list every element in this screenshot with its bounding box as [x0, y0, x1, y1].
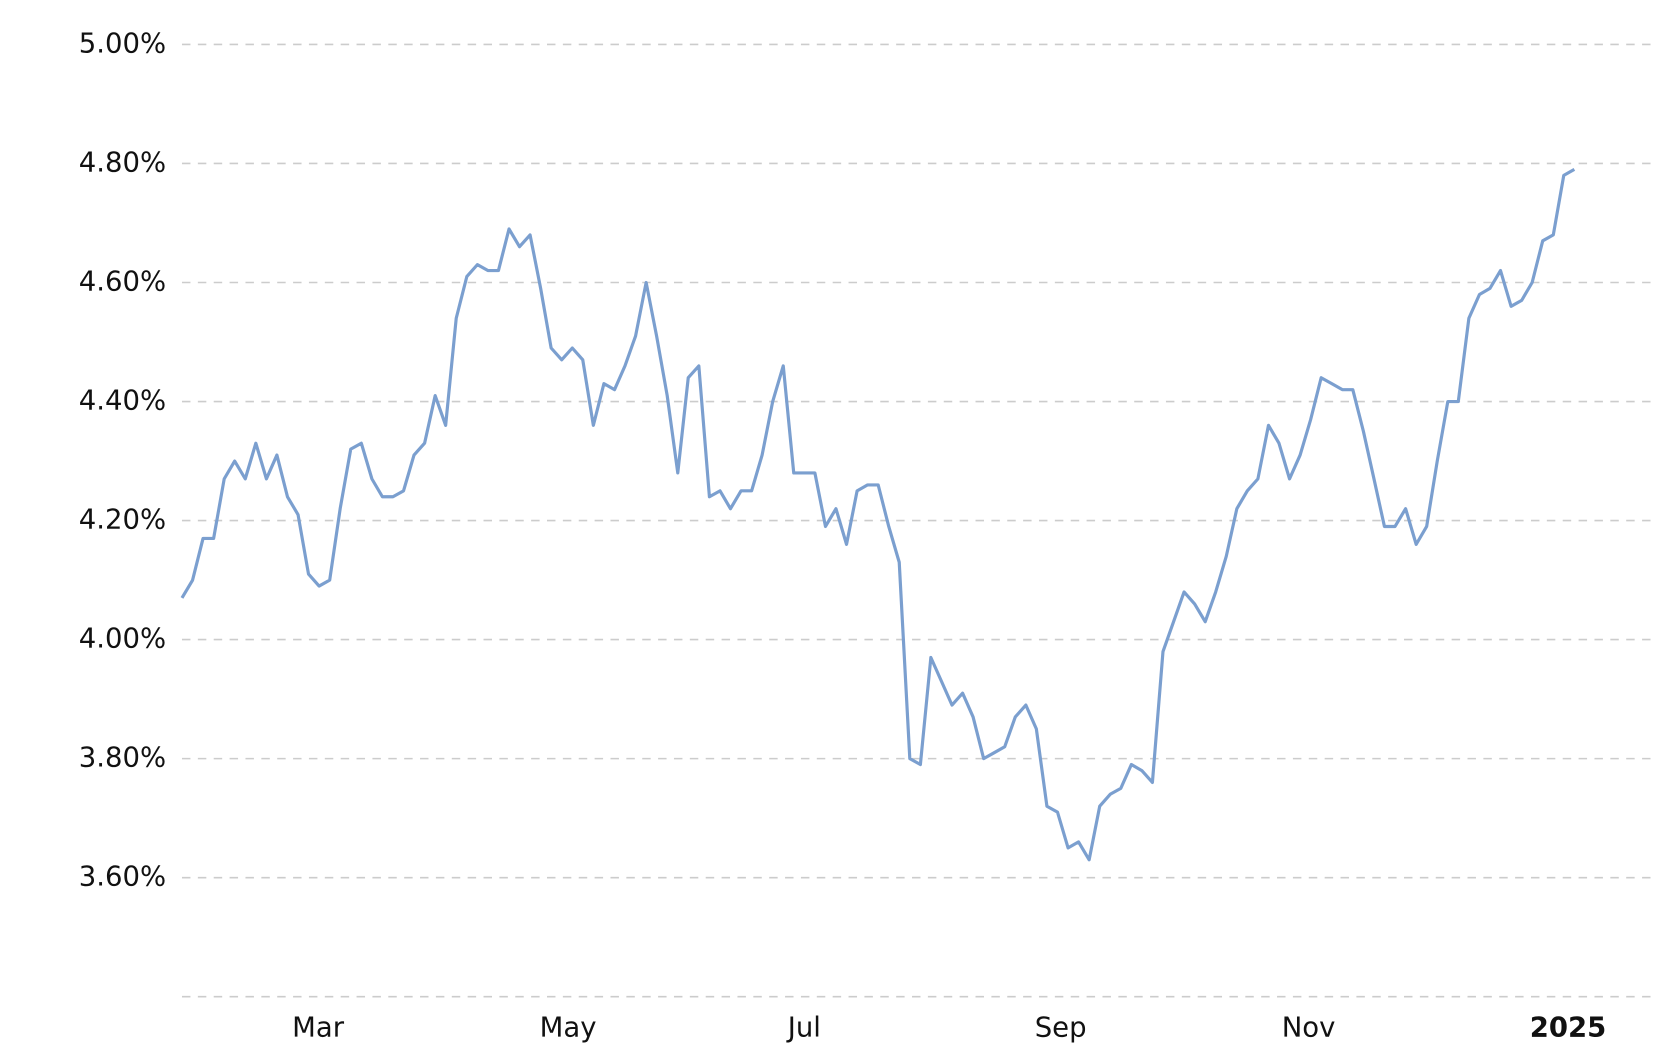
x-tick-label: Mar — [292, 1011, 345, 1043]
x-tick-label: Sep — [1035, 1011, 1087, 1043]
y-tick-label: 4.40% — [79, 385, 166, 417]
y-tick-label: 4.20% — [79, 504, 166, 536]
y-tick-label: 3.60% — [79, 861, 166, 893]
x-tick-label: Jul — [786, 1011, 821, 1043]
y-tick-label: 5.00% — [79, 27, 166, 59]
y-tick-label: 4.00% — [79, 623, 166, 655]
x-tick-label: Nov — [1282, 1011, 1336, 1043]
y-tick-label: 4.60% — [79, 266, 166, 298]
x-tick-label: 2025 — [1530, 1011, 1607, 1043]
x-tick-label: May — [540, 1011, 597, 1043]
y-tick-label: 4.80% — [79, 146, 166, 178]
data-line — [180, 168, 1576, 862]
y-tick-label: 3.80% — [79, 742, 166, 774]
